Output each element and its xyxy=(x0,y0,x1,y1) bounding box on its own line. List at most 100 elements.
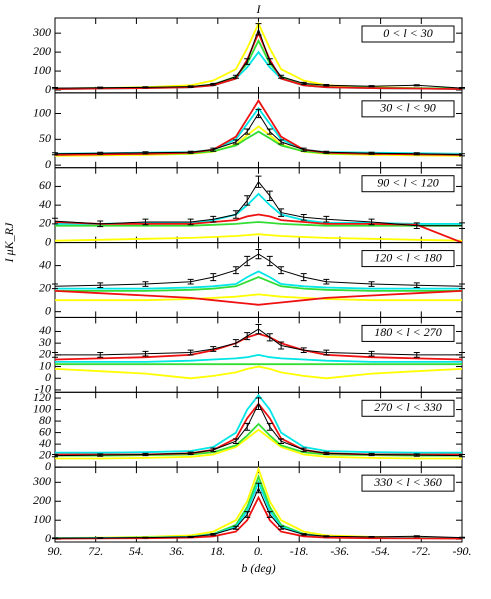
y-tick-label: 100 xyxy=(33,401,51,415)
y-tick-label: 40 xyxy=(39,257,51,271)
error-bar xyxy=(187,349,194,356)
y-tick-label: 100 xyxy=(33,63,51,77)
y-tick-label: 20 xyxy=(39,216,51,230)
error-bar xyxy=(210,147,217,152)
error-bar xyxy=(244,58,251,65)
error-bar xyxy=(300,81,307,85)
series-line xyxy=(54,365,463,380)
y-tick-label: 0 xyxy=(45,531,51,545)
error-bar xyxy=(187,451,194,455)
error-bar xyxy=(323,451,330,455)
y-tick-label: 0 xyxy=(45,157,51,171)
y-tick-label: 0 xyxy=(45,459,51,473)
series-line xyxy=(55,393,462,454)
series-line xyxy=(55,221,462,227)
error-bar xyxy=(368,536,375,538)
error-bar xyxy=(300,533,307,536)
error-bar xyxy=(232,438,239,445)
y-tick-label: 0 xyxy=(45,370,51,384)
panel-label: 30 < l < 90 xyxy=(379,101,436,115)
error-bar xyxy=(278,74,285,79)
panel-label-box xyxy=(361,399,455,417)
error-bar xyxy=(255,23,262,36)
error-bar xyxy=(187,278,194,285)
error-bar xyxy=(368,281,375,287)
error-bar xyxy=(323,84,330,87)
panel-label-box xyxy=(361,474,455,492)
series-line xyxy=(54,213,463,244)
error-bar xyxy=(232,525,239,530)
error-bar xyxy=(142,536,149,539)
y-tick-label: 100 xyxy=(33,105,51,119)
series-line xyxy=(55,192,462,225)
error-bar xyxy=(459,153,465,157)
y-tick-label: 50 xyxy=(39,131,51,145)
error-bar xyxy=(459,352,465,358)
y-tick-label: 40 xyxy=(39,197,51,211)
error-bar xyxy=(413,282,420,288)
error-bar xyxy=(459,283,465,290)
chart-title: I xyxy=(256,2,262,16)
error-bar xyxy=(255,482,262,494)
error-bar xyxy=(255,397,262,411)
y-tick-label: 100 xyxy=(33,512,51,526)
y-tick-label: 40 xyxy=(39,436,51,450)
error-bar xyxy=(187,535,194,538)
error-bar xyxy=(52,283,58,290)
error-bar xyxy=(323,215,330,223)
error-bar xyxy=(52,217,58,225)
series-line xyxy=(54,290,463,306)
error-bar xyxy=(278,266,285,275)
error-bar xyxy=(142,350,149,357)
panel-label-box xyxy=(361,25,455,43)
error-bar xyxy=(278,208,285,217)
error-bar xyxy=(97,453,104,457)
error-bar xyxy=(142,281,149,287)
x-tick-label: 54. xyxy=(129,544,144,558)
y-tick-label: 120 xyxy=(33,390,51,404)
y-tick-label: 0 xyxy=(45,234,51,248)
error-bar xyxy=(266,422,273,431)
error-bar xyxy=(300,273,307,282)
error-bar xyxy=(413,222,420,230)
panel-label-box xyxy=(361,250,455,268)
series-line xyxy=(54,38,463,90)
error-bar xyxy=(244,332,251,341)
error-bar xyxy=(210,533,217,536)
error-bar xyxy=(300,447,307,453)
error-bar xyxy=(244,422,251,431)
x-tick-label: -54. xyxy=(371,544,390,558)
error-bar xyxy=(97,537,104,539)
error-bar xyxy=(368,218,375,226)
error-bar xyxy=(323,535,330,538)
y-tick-label: 0 xyxy=(45,303,51,317)
y-tick-label: -10 xyxy=(35,382,51,396)
y-tick-label: 20 xyxy=(39,447,51,461)
error-bar xyxy=(413,453,420,457)
panel-label: 330 < l < 360 xyxy=(373,475,442,489)
error-bar xyxy=(210,82,217,86)
panel-label: 270 < l < 330 xyxy=(374,400,442,414)
error-bar xyxy=(255,108,262,119)
series-line xyxy=(55,293,462,302)
x-axis-label: b (deg) xyxy=(241,561,275,575)
x-tick-label: 72. xyxy=(88,544,103,558)
error-bar xyxy=(255,175,262,188)
panel-label-box xyxy=(361,175,455,193)
error-bar xyxy=(459,536,465,539)
error-bar xyxy=(187,150,194,154)
error-bar xyxy=(255,323,262,335)
error-bar xyxy=(244,195,251,206)
error-bar xyxy=(266,190,273,201)
error-bar xyxy=(368,151,375,155)
error-bar xyxy=(210,215,217,223)
series-line xyxy=(54,112,463,156)
error-bar xyxy=(266,511,273,518)
error-bar xyxy=(413,352,420,358)
series-line xyxy=(54,130,463,156)
error-bar xyxy=(244,511,251,518)
x-tick-label: -36. xyxy=(330,544,349,558)
panel-label: 180 < l < 270 xyxy=(374,325,442,339)
y-tick-label: 80 xyxy=(39,413,51,427)
error-bar xyxy=(459,453,465,458)
